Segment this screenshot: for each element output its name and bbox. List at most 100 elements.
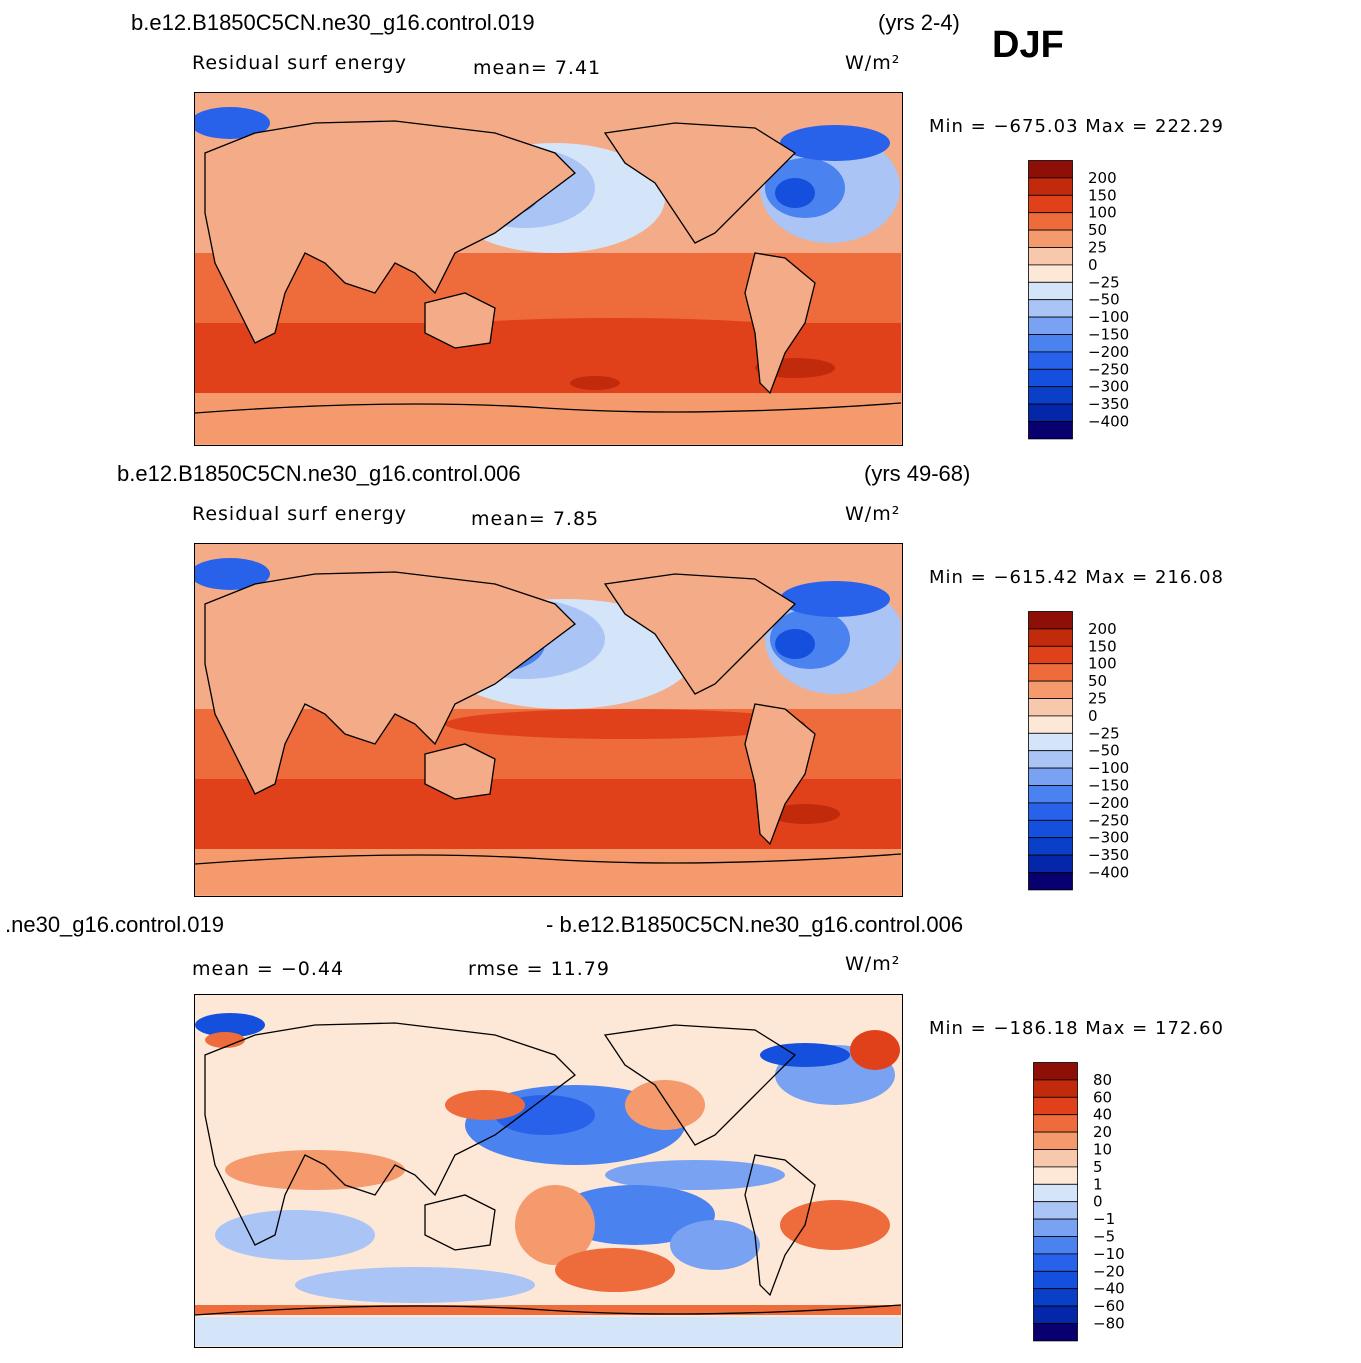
colorbar-box [1028, 177, 1073, 196]
colorbar-box [1028, 229, 1073, 248]
colorbar-tick-label: 0 [1088, 256, 1098, 274]
colorbar-box [1028, 334, 1073, 353]
colorbar-tick-label: −250 [1088, 811, 1129, 829]
colorbar-tick-label: −200 [1088, 343, 1129, 361]
colorbar-tick-label: 20 [1093, 1123, 1112, 1141]
colorbar-tick-label: 1 [1093, 1175, 1103, 1193]
colorbar-box [1028, 368, 1073, 388]
colorbar-box [1028, 698, 1073, 717]
colorbar-box [1028, 194, 1073, 214]
colorbar-tick-label: −250 [1088, 360, 1129, 378]
colorbar-box [1028, 386, 1073, 405]
colorbar-box [1028, 403, 1073, 422]
colorbar-box [1028, 645, 1073, 665]
panel1-contour-field [195, 93, 901, 444]
colorbar-box [1028, 750, 1073, 769]
panel3-mean: mean = −0.44 [192, 958, 345, 980]
colorbar-tick-label: −400 [1088, 413, 1129, 431]
colorbar-tick-label: 5 [1093, 1158, 1103, 1176]
colorbar-box [1033, 1114, 1078, 1133]
colorbar-tick-label: −150 [1088, 777, 1129, 795]
panel2-mean: mean= 7.85 [471, 508, 600, 530]
colorbar-tick-label: 0 [1093, 1193, 1103, 1211]
colorbar-box [1033, 1236, 1078, 1255]
colorbar-box [1028, 316, 1073, 335]
colorbar-box [1028, 680, 1073, 699]
colorbar-box [1028, 802, 1073, 821]
colorbar-box [1028, 785, 1073, 804]
colorbar-tick-label: −100 [1088, 308, 1129, 326]
colorbar-box [1033, 1096, 1078, 1116]
colorbar-box [1028, 160, 1073, 179]
panel1-minmax: Min = −675.03 Max = 222.29 [929, 116, 1224, 137]
colorbar-box [1033, 1270, 1078, 1290]
colorbar-tick-label: −10 [1093, 1245, 1125, 1263]
panel2-colorbar: 200 150 100 50 25 0 −25 −50 −100 −150 −200 −250 −300… [1028, 611, 1168, 893]
colorbar-tick-label: −350 [1088, 846, 1129, 864]
panel2-contour-field [195, 544, 901, 895]
panel2-map [194, 543, 903, 897]
panel2-case-title: b.e12.B1850C5CN.ne30_g16.control.006 [117, 461, 521, 486]
colorbar-tick-label: 10 [1093, 1141, 1112, 1159]
colorbar-tick-label: −100 [1088, 759, 1129, 777]
colorbar-box [1033, 1305, 1078, 1324]
colorbar-box [1028, 281, 1073, 301]
colorbar-box [1033, 1062, 1078, 1081]
panel1-variable: Residual surf energy [192, 52, 407, 74]
colorbar-tick-label: 200 [1088, 169, 1117, 187]
colorbar-box [1028, 837, 1073, 856]
panel3-case-title: .ne30_g16.control.019 [5, 912, 224, 937]
panel3-map [194, 994, 903, 1348]
colorbar-tick-label: −200 [1088, 794, 1129, 812]
colorbar-box [1028, 628, 1073, 647]
colorbar-tick-label: −50 [1088, 291, 1120, 309]
colorbar-tick-label: −300 [1088, 378, 1129, 396]
colorbar-tick-label: −40 [1093, 1280, 1125, 1298]
panel1-case-title: b.e12.B1850C5CN.ne30_g16.control.019 [131, 10, 535, 35]
colorbar-tick-label: 100 [1088, 204, 1117, 222]
colorbar-tick-label: 0 [1088, 707, 1098, 725]
colorbar-tick-label: −5 [1093, 1228, 1115, 1246]
colorbar-tick-label: 50 [1088, 672, 1107, 690]
panel3-rmse: rmse = 11.79 [468, 958, 610, 980]
colorbar-box [1028, 611, 1073, 630]
colorbar-box [1028, 351, 1073, 370]
colorbar-tick-label: −50 [1088, 742, 1120, 760]
colorbar-tick-label: −1 [1093, 1210, 1115, 1228]
colorbar-box [1033, 1201, 1078, 1220]
colorbar-tick-label: −350 [1088, 395, 1129, 413]
colorbar-box [1028, 732, 1073, 752]
panel3-minmax: Min = −186.18 Max = 172.60 [929, 1018, 1224, 1039]
colorbar-tick-label: 40 [1093, 1106, 1112, 1124]
colorbar-box [1033, 1079, 1078, 1098]
colorbar-box [1033, 1183, 1078, 1203]
colorbar-tick-label: −60 [1093, 1297, 1125, 1315]
colorbar-tick-label: −400 [1088, 864, 1129, 882]
colorbar-tick-label: −25 [1088, 273, 1120, 291]
colorbar-tick-label: −150 [1088, 326, 1129, 344]
panel2-variable: Residual surf energy [192, 503, 407, 525]
colorbar-box [1028, 715, 1073, 734]
colorbar-box [1028, 212, 1073, 231]
colorbar-tick-label: 50 [1088, 221, 1107, 239]
colorbar-box [1028, 767, 1073, 786]
panel1-mean: mean= 7.41 [473, 57, 602, 79]
panel1-units: W/m² [845, 52, 901, 74]
panel1-map [194, 92, 903, 446]
colorbar-tick-label: 100 [1088, 655, 1117, 673]
colorbar-box [1028, 872, 1073, 891]
colorbar-box [1033, 1149, 1078, 1168]
season-label: DJF [992, 24, 1064, 66]
colorbar-tick-label: −25 [1088, 724, 1120, 742]
panel2-units: W/m² [845, 503, 901, 525]
colorbar-box [1028, 854, 1073, 873]
colorbar-tick-label: 25 [1088, 239, 1107, 257]
colorbar-box [1033, 1166, 1078, 1185]
panel3-contour-field [195, 995, 901, 1346]
panel3-colorbar: 80 60 40 20 10 5 1 0 −1 −5 −10 −20 −40 −60 −80 [1033, 1062, 1173, 1344]
colorbar-tick-label: 200 [1088, 620, 1117, 638]
panel3-units: W/m² [845, 953, 901, 975]
colorbar-box [1033, 1218, 1078, 1237]
colorbar-tick-label: −80 [1093, 1315, 1125, 1333]
colorbar-tick-label: 60 [1093, 1088, 1112, 1106]
